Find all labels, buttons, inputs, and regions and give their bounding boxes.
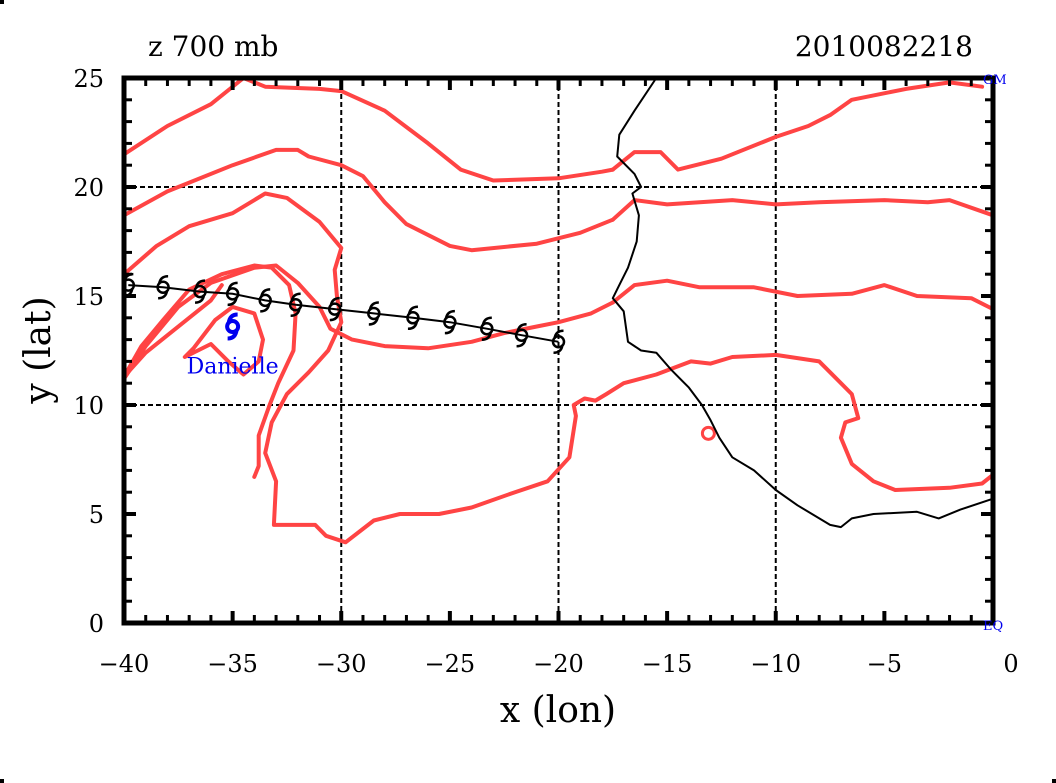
- storm-marker-group: Danielle: [187, 312, 279, 380]
- contour-7: [610, 80, 985, 172]
- contour-5: [610, 278, 995, 312]
- track-line: [128, 284, 559, 343]
- chart-timestamp: 2010082218: [795, 30, 973, 63]
- y-tick-label: 5: [89, 501, 104, 529]
- x-axis-label: x (lon): [500, 690, 616, 731]
- contour-4: [122, 191, 995, 545]
- x-tick-labels: −40 −35 −30 −25 −20 −15 −10 −5 0: [99, 650, 1019, 678]
- small-ring: [700, 425, 716, 441]
- chart-title: z 700 mb: [148, 30, 278, 63]
- y-tick-label: 25: [73, 65, 104, 93]
- hurricane-symbol-icon: [156, 275, 170, 300]
- contour-6: [610, 198, 995, 222]
- contour-lines: [122, 76, 995, 545]
- y-tick-label: 15: [73, 283, 104, 311]
- hurricane-symbol-icon: [193, 279, 207, 304]
- hurricane-symbol-icon: [480, 316, 494, 341]
- hurricane-symbol-icon: [443, 309, 457, 335]
- x-tick-label: −30: [316, 650, 367, 678]
- contour-3: [122, 263, 615, 381]
- y-axis-label: y (lat): [18, 296, 59, 404]
- hurricane-symbol-icon: [327, 296, 342, 322]
- x-tick-label: −40: [99, 650, 150, 678]
- hurricane-symbol-icon: [406, 305, 420, 331]
- corner-mark: [1052, 779, 1056, 783]
- coastline: [611, 77, 994, 529]
- axis-ticks: [122, 76, 995, 625]
- corner-label-eq: EQ: [983, 619, 1003, 634]
- hurricane-symbol-icon: [225, 281, 240, 307]
- contour-8: [122, 283, 224, 379]
- y-tick-label: 0: [89, 610, 104, 638]
- corner-mark: [0, 0, 4, 4]
- x-tick-label: −15: [642, 650, 693, 678]
- danielle-outer: [122, 263, 298, 479]
- storm-name-label: Danielle: [187, 355, 279, 380]
- x-tick-label: 0: [1003, 650, 1018, 678]
- y-tick-label: 20: [73, 174, 104, 202]
- x-tick-label: −10: [750, 650, 801, 678]
- hurricane-symbol-icon: [514, 322, 529, 348]
- danielle-inner: [182, 304, 265, 377]
- hurricane-symbol-icon: [551, 329, 566, 355]
- x-tick-label: −5: [867, 650, 902, 678]
- hurricane-symbol-icon: [288, 292, 303, 317]
- y-tick-labels: 0 5 10 15 20 25: [73, 65, 104, 638]
- x-tick-label: −35: [207, 650, 258, 678]
- corner-mark: [0, 779, 4, 783]
- hurricane-symbol-icon: [258, 288, 272, 313]
- corner-label-gm: GM: [983, 73, 1007, 88]
- storm-position-icon: [225, 312, 241, 341]
- coastline-path: [611, 77, 994, 529]
- y-tick-label: 10: [73, 392, 104, 420]
- x-tick-label: −25: [425, 650, 476, 678]
- contour-2: [122, 147, 615, 253]
- x-tick-label: −20: [533, 650, 584, 678]
- hurricane-symbol-icon: [367, 301, 381, 326]
- contour-1: [122, 76, 615, 183]
